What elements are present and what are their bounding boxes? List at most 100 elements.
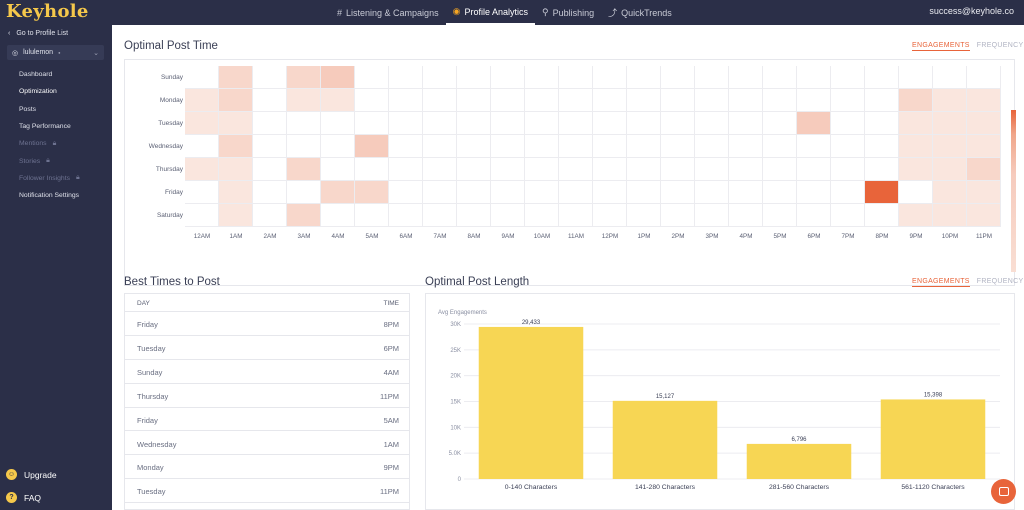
heatmap-cell[interactable]: [219, 204, 253, 227]
heatmap-cell[interactable]: [389, 66, 423, 89]
heatmap-cell[interactable]: [321, 112, 355, 135]
heatmap-cell[interactable]: [661, 89, 695, 112]
heatmap-cell[interactable]: [627, 112, 661, 135]
heatmap-cell[interactable]: [967, 89, 1001, 112]
heatmap-cell[interactable]: [865, 112, 899, 135]
heatmap-cell[interactable]: [253, 66, 287, 89]
heatmap-cell[interactable]: [185, 181, 219, 204]
heatmap-cell[interactable]: [389, 89, 423, 112]
heatmap-cell[interactable]: [287, 112, 321, 135]
heatmap-cell[interactable]: [831, 181, 865, 204]
heatmap-cell[interactable]: [593, 181, 627, 204]
heatmap-cell[interactable]: [593, 66, 627, 89]
heatmap-cell[interactable]: [253, 204, 287, 227]
heatmap-cell[interactable]: [797, 181, 831, 204]
heatmap-cell[interactable]: [831, 89, 865, 112]
heatmap-cell[interactable]: [729, 66, 763, 89]
frequency-tab[interactable]: FREQUENCY: [976, 42, 1024, 49]
heatmap-cell[interactable]: [967, 112, 1001, 135]
heatmap-cell[interactable]: [899, 181, 933, 204]
heatmap-cell[interactable]: [593, 89, 627, 112]
heatmap-cell[interactable]: [763, 204, 797, 227]
heatmap-cell[interactable]: [253, 181, 287, 204]
heatmap-cell[interactable]: [967, 181, 1001, 204]
heatmap-cell[interactable]: [355, 158, 389, 181]
heatmap-cell[interactable]: [899, 89, 933, 112]
heatmap-cell[interactable]: [695, 135, 729, 158]
heatmap-cell[interactable]: [287, 204, 321, 227]
heatmap-cell[interactable]: [525, 204, 559, 227]
heatmap-cell[interactable]: [185, 66, 219, 89]
bar[interactable]: [880, 399, 986, 479]
heatmap-cell[interactable]: [627, 66, 661, 89]
heatmap-cell[interactable]: [559, 181, 593, 204]
heatmap-cell[interactable]: [389, 112, 423, 135]
heatmap-cell[interactable]: [627, 135, 661, 158]
heatmap-cell[interactable]: [185, 204, 219, 227]
heatmap-cell[interactable]: [865, 158, 899, 181]
heatmap-cell[interactable]: [695, 181, 729, 204]
heatmap-cell[interactable]: [933, 204, 967, 227]
heatmap-cell[interactable]: [933, 112, 967, 135]
heatmap-cell[interactable]: [423, 89, 457, 112]
heatmap-cell[interactable]: [661, 158, 695, 181]
heatmap-cell[interactable]: [593, 135, 627, 158]
heatmap-cell[interactable]: [457, 89, 491, 112]
heatmap-cell[interactable]: [763, 66, 797, 89]
heatmap-cell[interactable]: [457, 112, 491, 135]
heatmap-cell[interactable]: [763, 112, 797, 135]
heatmap-cell[interactable]: [525, 89, 559, 112]
heatmap-cell[interactable]: [389, 135, 423, 158]
heatmap-cell[interactable]: [219, 181, 253, 204]
bar[interactable]: [478, 326, 584, 479]
go-to-profile-list-link[interactable]: ‹ Go to Profile List: [8, 30, 68, 37]
heatmap-cell[interactable]: [967, 66, 1001, 89]
heatmap-cell[interactable]: [355, 66, 389, 89]
heatmap-cell[interactable]: [763, 158, 797, 181]
heatmap-cell[interactable]: [457, 158, 491, 181]
heatmap-cell[interactable]: [695, 112, 729, 135]
heatmap-cell[interactable]: [321, 158, 355, 181]
heatmap-cell[interactable]: [831, 204, 865, 227]
heatmap-cell[interactable]: [389, 181, 423, 204]
heatmap-cell[interactable]: [355, 89, 389, 112]
heatmap-cell[interactable]: [525, 112, 559, 135]
heatmap-cell[interactable]: [661, 204, 695, 227]
heatmap-cell[interactable]: [763, 181, 797, 204]
heatmap-cell[interactable]: [219, 66, 253, 89]
heatmap-cell[interactable]: [423, 112, 457, 135]
heatmap-cell[interactable]: [865, 89, 899, 112]
heatmap-cell[interactable]: [899, 135, 933, 158]
heatmap-cell[interactable]: [661, 112, 695, 135]
heatmap-cell[interactable]: [797, 135, 831, 158]
heatmap-cell[interactable]: [831, 135, 865, 158]
chat-support-button[interactable]: [991, 479, 1016, 504]
heatmap-cell[interactable]: [491, 158, 525, 181]
heatmap-cell[interactable]: [559, 89, 593, 112]
sidebar-item-tag-performance[interactable]: Tag Performance: [0, 118, 112, 135]
heatmap-cell[interactable]: [661, 181, 695, 204]
sidebar-item-stories[interactable]: Stories 🔒︎: [0, 152, 112, 169]
heatmap-cell[interactable]: [525, 66, 559, 89]
heatmap-cell[interactable]: [865, 66, 899, 89]
heatmap-cell[interactable]: [763, 135, 797, 158]
heatmap-cell[interactable]: [457, 204, 491, 227]
heatmap-cell[interactable]: [695, 89, 729, 112]
engagements-tab[interactable]: ENGAGEMENTS: [912, 278, 970, 287]
heatmap-cell[interactable]: [627, 158, 661, 181]
heatmap-cell[interactable]: [525, 135, 559, 158]
heatmap-cell[interactable]: [491, 181, 525, 204]
frequency-tab[interactable]: FREQUENCY: [976, 278, 1024, 285]
heatmap-cell[interactable]: [491, 204, 525, 227]
heatmap-cell[interactable]: [423, 135, 457, 158]
sidebar-item-mentions[interactable]: Mentions 🔒︎: [0, 135, 112, 152]
heatmap-cell[interactable]: [593, 204, 627, 227]
heatmap-cell[interactable]: [797, 112, 831, 135]
keyhole-logo[interactable]: Keyhole: [6, 1, 89, 22]
heatmap-cell[interactable]: [355, 204, 389, 227]
heatmap-cell[interactable]: [967, 158, 1001, 181]
bar[interactable]: [612, 400, 718, 479]
heatmap-cell[interactable]: [627, 181, 661, 204]
heatmap-cell[interactable]: [423, 204, 457, 227]
heatmap-cell[interactable]: [865, 135, 899, 158]
